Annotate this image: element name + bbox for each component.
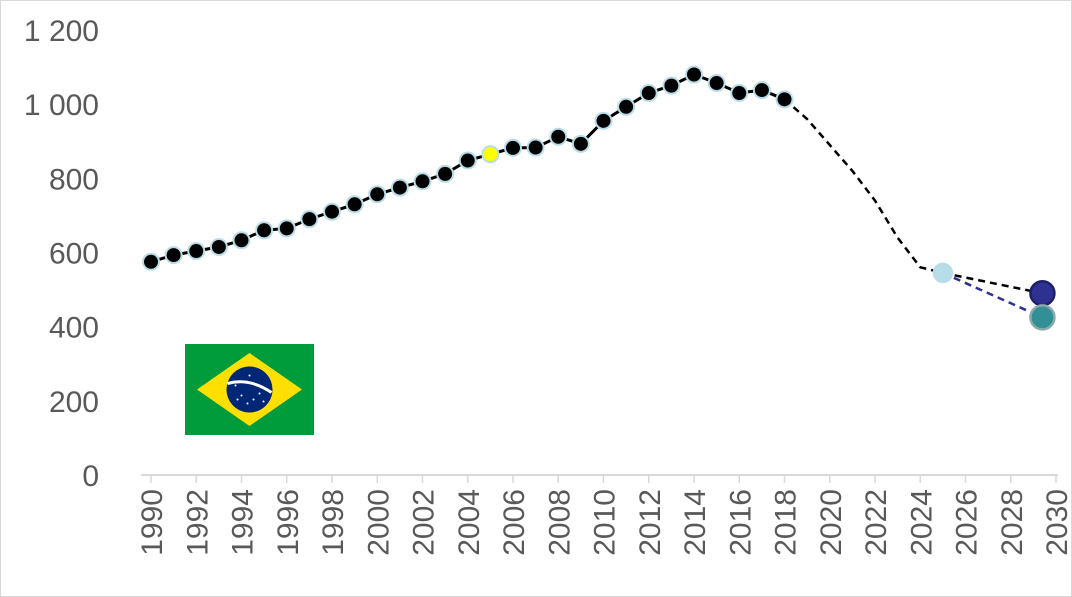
data-point — [209, 237, 228, 256]
flag-star — [240, 394, 243, 397]
x-tick-label: 2004 — [453, 489, 486, 556]
series-lines — [150, 72, 1043, 319]
y-tick-label: 400 — [49, 312, 99, 345]
data-point — [775, 90, 794, 109]
y-tick-label: 600 — [49, 238, 99, 271]
projection-marker-3 — [1029, 304, 1056, 331]
x-tick-label: 1992 — [181, 489, 214, 556]
x-tick-label: 2026 — [951, 489, 984, 556]
data-point — [549, 127, 568, 146]
flag-star — [262, 400, 265, 403]
data-point — [345, 195, 364, 214]
series-line-3 — [942, 271, 1043, 295]
series-line-4 — [942, 271, 1043, 319]
data-point — [685, 65, 703, 84]
data-point — [300, 210, 319, 229]
data-point — [752, 81, 771, 100]
flag-star — [246, 402, 249, 405]
data-point — [142, 252, 160, 271]
series-points — [142, 65, 1056, 331]
x-tick-label: 2016 — [724, 489, 757, 556]
data-point — [526, 138, 545, 157]
data-point — [255, 221, 274, 240]
data-point — [504, 138, 522, 157]
data-point — [277, 219, 296, 238]
y-tick-label: 1 200 — [24, 15, 99, 48]
y-tick-label: 200 — [49, 386, 99, 419]
x-tick-label: 2012 — [634, 489, 667, 556]
data-point — [730, 84, 749, 103]
highlight-point — [481, 145, 500, 164]
flag-star — [248, 374, 251, 377]
data-point — [639, 84, 658, 103]
flag-star — [258, 392, 261, 395]
x-tick-label: 2028 — [996, 489, 1029, 556]
x-tick-label: 2030 — [1041, 489, 1071, 556]
y-tick-label: 0 — [82, 460, 99, 493]
data-point — [617, 97, 636, 116]
x-tick-label: 1998 — [317, 489, 350, 556]
x-tick-label: 2008 — [543, 489, 576, 556]
data-point — [187, 242, 206, 261]
x-tick-label: 2022 — [860, 489, 893, 556]
data-point — [594, 111, 613, 130]
x-tick-label: 2000 — [362, 489, 395, 556]
axes: 0 200 400 600 800 1 000 1 200 1990 1992 1994 1996 1… — [24, 15, 1071, 556]
projection-marker-2 — [1029, 280, 1056, 307]
data-point — [458, 151, 477, 170]
flag-star — [252, 398, 255, 401]
flag-star — [236, 398, 239, 401]
y-tick-label: 1 000 — [24, 89, 99, 122]
flag-globe — [226, 366, 273, 413]
brazil-flag — [185, 344, 314, 435]
data-point — [662, 76, 681, 95]
x-tick-label: 2020 — [815, 489, 848, 556]
data-point — [707, 74, 726, 93]
x-tick-label: 1994 — [227, 489, 260, 556]
projection-marker-1 — [932, 262, 954, 284]
x-tick-label: 2014 — [679, 489, 712, 556]
data-point — [323, 202, 341, 221]
data-point — [413, 172, 432, 191]
data-point — [232, 231, 251, 250]
flag-star — [234, 384, 237, 387]
data-point — [164, 246, 183, 265]
flag-band — [227, 380, 273, 394]
series-line-2 — [783, 98, 944, 275]
x-tick-label: 2006 — [498, 489, 531, 556]
data-point — [571, 134, 590, 153]
x-tick-label: 2010 — [589, 489, 622, 556]
x-tick-label: 2002 — [408, 489, 441, 556]
x-tick-label: 2024 — [905, 489, 938, 556]
data-point — [436, 164, 455, 183]
y-tick-label: 800 — [49, 163, 99, 196]
x-tick-label: 2018 — [770, 489, 803, 556]
data-point — [368, 185, 387, 204]
x-tick-label: 1996 — [272, 489, 305, 556]
x-tick-label: 1990 — [136, 489, 169, 556]
data-point — [390, 178, 409, 197]
